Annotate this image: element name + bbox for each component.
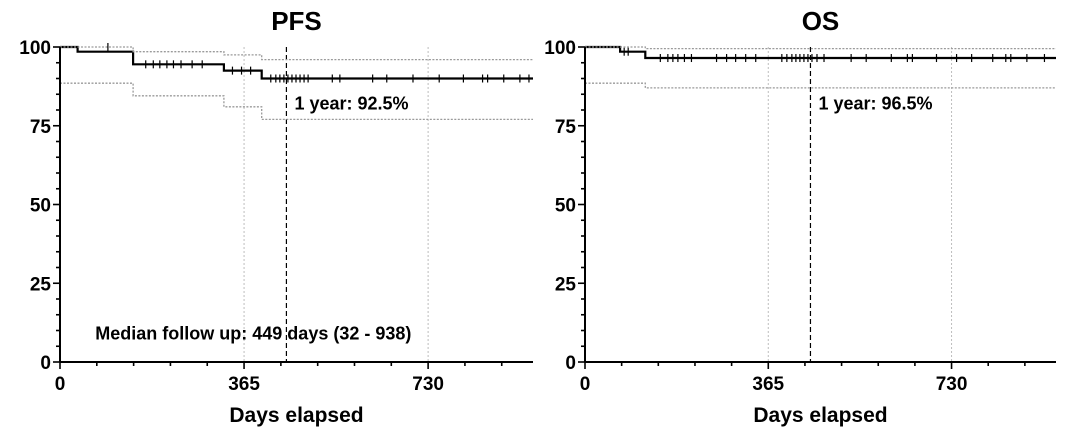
y-tick-label: 0 [40,353,51,374]
annotation-label: 1 year: 96.5% [818,94,932,114]
x-axis-label: Days elapsed [753,404,887,427]
panel-1: 0 25 50 75 100 0 365 730 OS Days elapsed 1 year: 9… [544,6,1056,427]
x-tick-label: 730 [936,374,968,395]
y-tick-label: 75 [555,117,577,138]
annotation-label: Median follow up: 449 days (32 - 938) [95,324,411,344]
series-estimate-line [60,45,533,80]
x-tick-label: 365 [752,374,784,395]
y-tick-label: 100 [19,38,51,59]
annotation-label: 1 year: 92.5% [294,94,408,114]
series-lower-line [60,82,533,121]
panel-0: 0 25 50 75 100 0 365 730 PFS Days elapsed 1 year: … [19,6,533,427]
y-tick-label: 100 [544,38,576,59]
y-tick-label: 25 [30,274,52,295]
y-tick-label: 50 [555,196,576,217]
series-upper-line [585,46,1056,50]
series-lower-line [585,82,1056,89]
x-tick-label: 730 [412,374,444,395]
y-tick-label: 0 [565,353,576,374]
series-estimate-line [585,45,1056,60]
chart-title: PFS [271,6,322,36]
series-upper-line [60,46,533,61]
x-tick-label: 0 [580,374,591,395]
x-axis-label: Days elapsed [229,404,363,427]
y-tick-label: 50 [30,196,51,217]
x-tick-label: 0 [55,374,66,395]
y-tick-label: 75 [30,117,52,138]
x-tick-label: 365 [228,374,260,395]
y-tick-label: 25 [555,274,577,295]
chart-title: OS [802,6,840,36]
